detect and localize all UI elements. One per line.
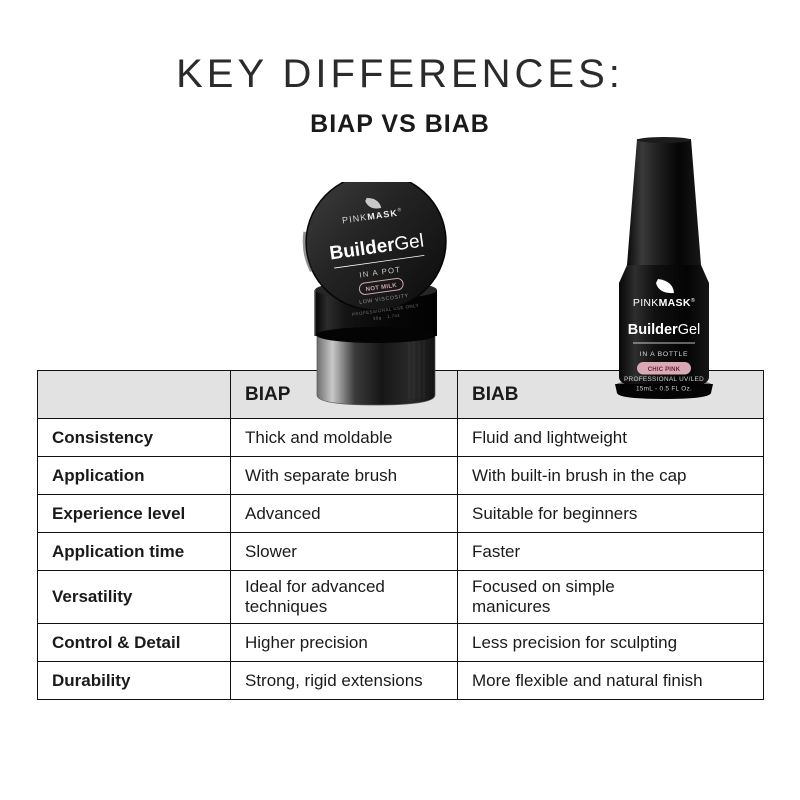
svg-text:BuilderGel: BuilderGel	[628, 322, 701, 338]
svg-text:CHIC PINK: CHIC PINK	[648, 367, 681, 373]
svg-text:PINKMASK®: PINKMASK®	[633, 297, 695, 309]
svg-text:IN A BOTTLE: IN A BOTTLE	[640, 351, 689, 358]
svg-text:15mL - 0.5 FL Oz.: 15mL - 0.5 FL Oz.	[636, 386, 692, 393]
svg-text:PROFESSIONAL UV/LED: PROFESSIONAL UV/LED	[624, 376, 704, 383]
